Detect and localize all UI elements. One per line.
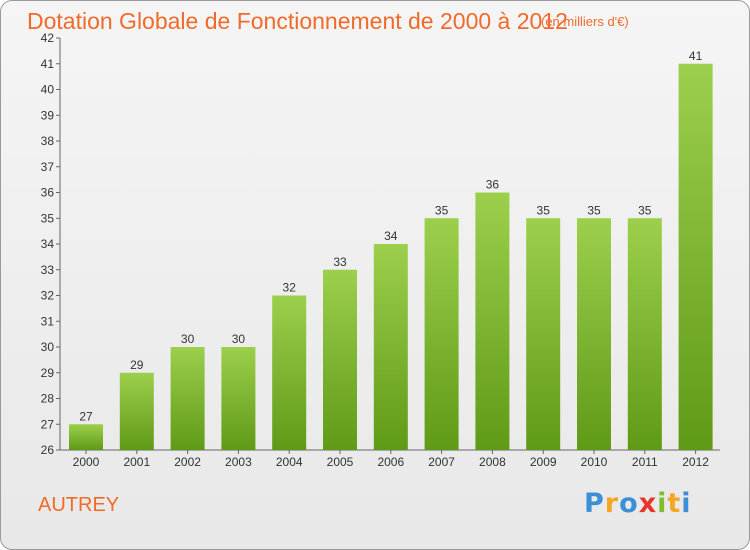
x-tick-label: 2007: [428, 455, 455, 469]
bar: [678, 63, 713, 450]
proxiti-logo[interactable]: Proxiti: [584, 488, 692, 519]
bar-value-label: 32: [283, 281, 297, 295]
y-tick-label: 34: [41, 237, 55, 251]
bar-value-label: 34: [384, 229, 398, 243]
bar: [170, 347, 205, 450]
bar: [69, 424, 103, 450]
logo-letter: i: [681, 488, 692, 519]
y-tick-label: 27: [41, 417, 55, 431]
bar-value-label: 30: [232, 332, 246, 346]
x-tick-label: 2005: [327, 455, 354, 469]
x-tick-label: 2009: [530, 455, 557, 469]
bar: [475, 192, 510, 450]
bar: [627, 218, 662, 450]
bar: [323, 269, 357, 450]
bar-value-label: 27: [79, 409, 93, 423]
bar-value-label: 35: [638, 203, 652, 217]
data-labels: 27 29 30 30 32 33 34 35 36 35 35 35 41: [79, 49, 702, 424]
bar: [119, 372, 154, 450]
y-tick-label: 30: [41, 340, 55, 354]
y-tick-label: 31: [41, 314, 55, 328]
logo-letter: i: [657, 488, 668, 519]
y-tick-label: 35: [41, 211, 55, 225]
y-tick-label: 38: [41, 134, 55, 148]
bar-value-label: 30: [181, 332, 195, 346]
y-axis: 26 27 28 29 30 31 32 33 34 35 36 37 38 39 40 41 42: [41, 31, 61, 457]
y-tick-label: 41: [41, 57, 55, 71]
logo-letter: o: [619, 488, 639, 519]
x-tick-label: 2012: [682, 455, 709, 469]
y-tick-label: 40: [41, 83, 55, 97]
y-tick-label: 39: [41, 108, 55, 122]
logo-letter: t: [667, 488, 682, 519]
y-tick-label: 29: [41, 366, 55, 380]
y-tick-label: 32: [41, 289, 55, 303]
bar: [577, 218, 611, 450]
x-tick-label: 2004: [276, 455, 303, 469]
town-name: AUTREY: [38, 494, 120, 516]
x-tick-label: 2008: [479, 455, 506, 469]
bars: [69, 63, 713, 450]
x-tick-label: 2010: [581, 455, 608, 469]
y-tick-label: 26: [41, 443, 55, 457]
chart-subtitle: (en milliers d'€): [541, 14, 629, 29]
x-tick-label: 2001: [123, 455, 150, 469]
bar-value-label: 36: [486, 178, 500, 192]
bar: [373, 244, 408, 450]
bar-value-label: 29: [130, 358, 144, 372]
chart-title: Dotation Globale de Fonctionnement de 20…: [27, 8, 568, 34]
bar-value-label: 33: [333, 255, 347, 269]
x-axis: 2000 2001 2002 2003 2004 2005 2006 2007 2008 2009…: [60, 449, 720, 469]
x-tick-label: 2003: [225, 455, 252, 469]
bar-value-label: 35: [537, 203, 551, 217]
logo-letter: x: [638, 488, 658, 519]
x-tick-label: 2002: [174, 455, 201, 469]
bar-value-label: 35: [435, 203, 449, 217]
bar-value-label: 35: [587, 203, 601, 217]
y-tick-label: 37: [41, 160, 55, 174]
bar-value-label: 41: [689, 49, 703, 63]
x-tick-label: 2000: [73, 455, 100, 469]
y-tick-label: 42: [41, 31, 55, 45]
logo-letter: P: [584, 488, 605, 519]
y-tick-label: 36: [41, 186, 55, 200]
x-tick-label: 2011: [632, 455, 658, 469]
y-tick-label: 33: [41, 263, 55, 277]
bar: [526, 218, 561, 450]
bar: [424, 218, 459, 450]
bar: [272, 295, 307, 450]
x-tick-label: 2006: [377, 455, 404, 469]
logo-letter: r: [604, 488, 620, 519]
y-tick-label: 28: [41, 392, 55, 406]
bar: [221, 347, 256, 450]
